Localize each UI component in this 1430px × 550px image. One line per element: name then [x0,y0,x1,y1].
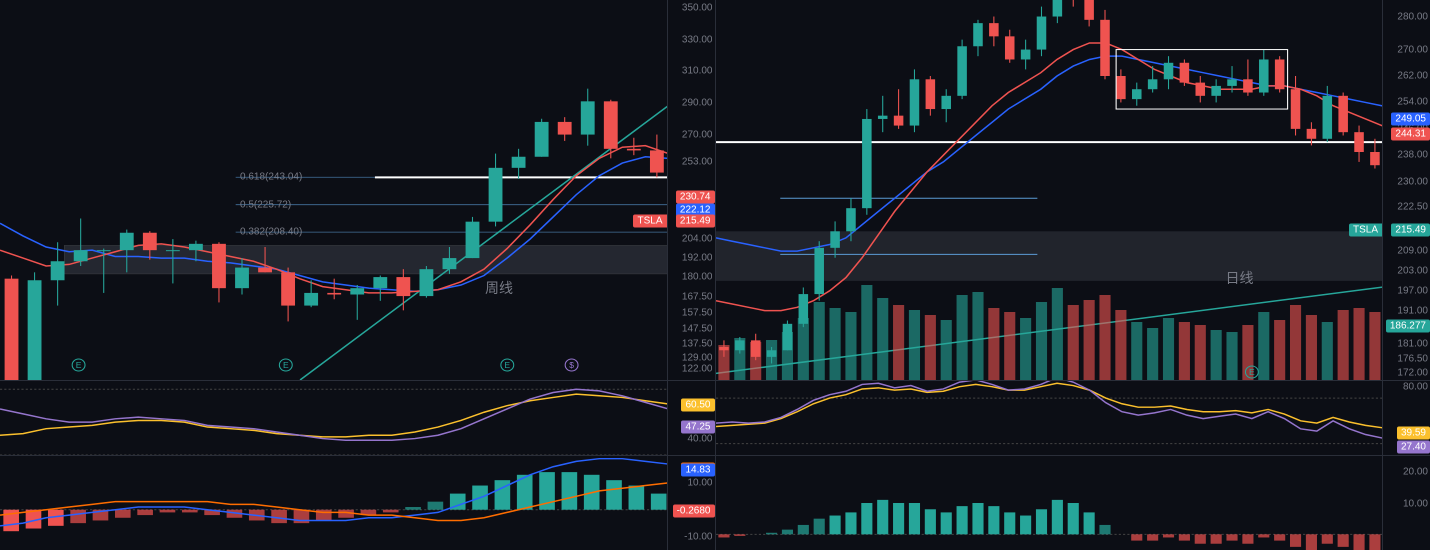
y-axis-label: -10.00 [684,532,712,543]
svg-text:E: E [76,361,82,370]
y-axis-label: 280.00 [1397,11,1428,22]
y-axis-label: 192.00 [682,253,713,264]
price-tag: 14.83 [681,464,714,477]
price-tag: 27.40 [1397,441,1430,454]
y-axis-label: 290.00 [682,97,713,108]
y-axis-label: 238.00 [1397,150,1428,161]
y-axis-label: 230.00 [1397,176,1428,187]
left-main-chart[interactable]: E E E $ 122.00129.00 137.50 147.50 157.50 167.5… [0,0,715,380]
y-axis-label: 137.50 [682,339,713,350]
price-tag: 60.50 [681,399,714,412]
fib-label: 0.618(243.04) [240,172,302,183]
y-axis-label: 262.00 [1397,71,1428,82]
y-axis-label: 350.00 [682,2,713,13]
y-axis-label: 180.00 [682,272,713,283]
y-axis-label: 253.00 [682,156,713,167]
price-tag: 249.05 [1391,112,1430,125]
y-axis-label: 80.00 [1403,381,1428,392]
y-axis-label: 10.00 [687,478,712,489]
y-axis-label: 330.00 [682,34,713,45]
left-rsi-chart[interactable]: 40.00 60.50 47.25 [0,380,715,455]
price-tag: -0.2680 [673,505,715,518]
right-label: 日线 [1226,268,1254,288]
y-axis-label: 167.50 [682,291,713,302]
y-axis-label: 10.00 [1403,498,1428,509]
y-axis-label: 176.50 [1397,353,1428,364]
ticker-tag: TSLA [1349,223,1382,236]
y-axis-label: 129.00 [682,352,713,363]
price-tag: 39.59 [1397,427,1430,440]
y-axis-label: 222.50 [1397,201,1428,212]
y-axis-label: 209.00 [1397,246,1428,257]
price-tag: 244.31 [1391,128,1430,141]
svg-text:E: E [1249,368,1255,377]
left-macd-chart[interactable]: 10.00-10.0015.1014.83-0.2680 [0,455,715,550]
right-macd-chart[interactable]: 20.00 10.00 [716,455,1430,550]
y-axis-label: 122.00 [682,363,713,374]
svg-text:E: E [504,361,510,370]
price-tag: 186.277 [1386,320,1430,333]
y-axis-label: 270.00 [1397,44,1428,55]
y-axis-label: 270.00 [682,129,713,140]
y-axis-label: 147.50 [682,323,713,334]
ticker-tag: TSLA [633,214,666,227]
fib-label: 0.5(225.72) [240,199,291,210]
price-tag: 215.49 [1391,223,1430,236]
y-axis-label: 20.00 [1403,466,1428,477]
y-axis-label: 172.00 [1397,368,1428,379]
y-axis-label: 310.00 [682,66,713,77]
right-main-chart[interactable]: E$ 172.00176.50181.00186.00191.00197.002… [716,0,1430,380]
y-axis-label: 203.00 [1397,265,1428,276]
fib-label: 0.382(208.40) [240,227,302,238]
container: E E E $ 122.00129.00 137.50 147.50 157.50 167.5… [0,0,1430,550]
right-panel: E$ 172.00176.50181.00186.00191.00197.002… [716,0,1430,550]
price-tag: 47.25 [681,421,714,434]
right-rsi-chart[interactable]: 80.00 39.5927.40 [716,380,1430,455]
left-panel: E E E $ 122.00129.00 137.50 147.50 157.50 167.5… [0,0,716,550]
y-axis-label: 181.00 [1397,338,1428,349]
left-label: 周线 [485,278,513,298]
svg-text:$: $ [569,361,574,370]
svg-text:E: E [283,361,289,370]
y-axis-label: 197.00 [1397,285,1428,296]
price-tag: 230.74 [676,190,715,203]
price-tag: 215.49 [676,214,715,227]
y-axis-label: 191.00 [1397,305,1428,316]
y-axis-label: 254.00 [1397,97,1428,108]
y-axis-label: 204.00 [682,234,713,245]
y-axis-label: 157.50 [682,307,713,318]
y-axis-label: 40.00 [687,434,712,445]
